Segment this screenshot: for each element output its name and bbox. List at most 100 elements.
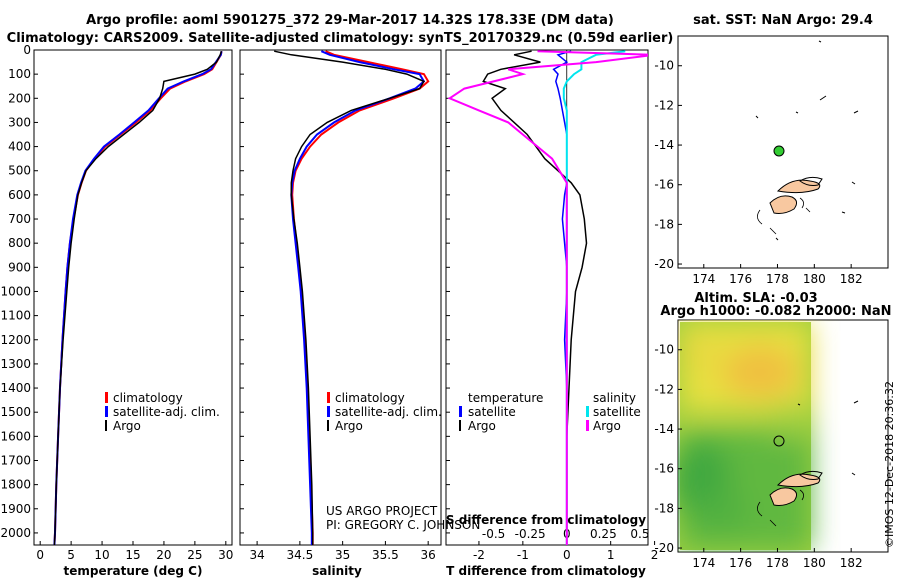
- pressure-tick-label: 800: [8, 236, 31, 250]
- series-line-salinity-argo: [447, 50, 648, 545]
- x-tick-label: -1: [517, 548, 529, 562]
- legend-swatch-satellite: [105, 406, 108, 417]
- legend-swatch-s-satellite: [586, 406, 589, 417]
- x-tick-label: 5: [67, 548, 75, 562]
- legend-swatch-t-argo: [459, 420, 461, 431]
- float-position-marker: [773, 435, 785, 447]
- pressure-tick-label: 400: [8, 140, 31, 154]
- series-line-argo: [53, 50, 223, 545]
- legend-label-t-satellite: satellite: [468, 405, 516, 419]
- x-tick-label: 0: [36, 548, 44, 562]
- lon-tick-label: 176: [729, 556, 752, 570]
- copyright-label: ©IMOS 12-Dec-2018 20:36:32: [883, 381, 896, 548]
- legend-title-temperature: temperature: [468, 391, 543, 405]
- lat-tick-label: -18: [654, 501, 674, 515]
- pressure-tick-label: 2000: [0, 526, 31, 540]
- pressure-tick-label: 300: [8, 115, 31, 129]
- small-islands: [797, 400, 859, 476]
- reef-outlines: [757, 197, 811, 235]
- pi-credit: PI: GREGORY C. JOHNSON: [326, 518, 480, 532]
- lon-tick-label: 178: [766, 556, 789, 570]
- float-position-marker: [773, 145, 785, 157]
- figure-title-line1: Argo profile: aoml 5901275_372 29-Mar-20…: [86, 13, 614, 28]
- legend-label-argo: Argo: [335, 419, 363, 433]
- salinity-legend: climatology satellite-adj. clim. Argo: [327, 391, 442, 433]
- t-difference-axis-label: T difference from climatology: [446, 564, 646, 578]
- s-tick-label: -0.25: [515, 527, 546, 541]
- pressure-tick-label: 1900: [0, 502, 31, 516]
- salinity-panel-frame: [239, 49, 442, 546]
- sla-map-subtitle: Argo h1000: -0.082 h2000: NaN: [660, 304, 891, 319]
- pressure-tick-label: 500: [8, 164, 31, 178]
- temperature-series: [53, 50, 223, 545]
- project-credit: US ARGO PROJECT: [326, 504, 438, 518]
- s-difference-axis: -0.5 -0.25 0 0.25 0.5: [482, 527, 650, 541]
- legend-swatch-climatology: [327, 392, 330, 403]
- s-difference-axis-label: S difference from climatology: [446, 513, 646, 527]
- lat-tick-label: -20: [654, 257, 674, 271]
- lon-tick-label: 180: [803, 556, 826, 570]
- island-taveuni: [799, 176, 823, 186]
- salinity-axis: 34 34.5 35 35.5 36: [249, 541, 436, 562]
- sst-map-title: sat. SST: NaN Argo: 29.4: [693, 13, 873, 28]
- s-tick-label: -0.5: [482, 527, 505, 541]
- lat-tick-label: -16: [654, 178, 674, 192]
- lat-tick-label: -20: [654, 541, 674, 555]
- pressure-tick-label: 1800: [0, 478, 31, 492]
- pressure-tick-label: 1000: [0, 284, 31, 298]
- s-tick-label: 0.25: [590, 527, 617, 541]
- lat-tick-label: -14: [654, 422, 674, 436]
- legend-swatch-s-argo: [586, 420, 589, 431]
- x-tick-label: 35: [335, 548, 350, 562]
- lat-tick-label: -10: [654, 59, 674, 73]
- pressure-tick-label: 1400: [0, 381, 31, 395]
- pressure-tick-label: 700: [8, 212, 31, 226]
- temperature-axis-label: temperature (deg C): [64, 564, 203, 578]
- series-line-satellite-adj-clim-: [53, 51, 223, 545]
- series-line-climatology: [53, 51, 223, 545]
- pressure-tick-label: 100: [8, 67, 31, 81]
- island-viti-levu: [769, 487, 798, 506]
- x-tick-label: 25: [187, 548, 202, 562]
- pressure-tick-label: 900: [8, 260, 31, 274]
- difference-panel-frame: [445, 49, 649, 546]
- legend-label-satellite: satellite-adj. clim.: [113, 405, 220, 419]
- x-tick-label: 36: [421, 548, 436, 562]
- x-tick-label: 20: [156, 548, 171, 562]
- pressure-tick-label: 1100: [0, 309, 31, 323]
- sla-map-axes: 174 176 178 180 182 -10 -12 -14 -16 -18 -20: [654, 343, 862, 570]
- pressure-tick-label: 200: [8, 91, 31, 105]
- sla-heatmap: [678, 322, 859, 550]
- pressure-axis: 0 100 200 300 400 500 600 700 800 900 1000 1100 1200…: [0, 43, 450, 540]
- difference-legend: temperature satellite Argo salinity sate…: [459, 391, 641, 433]
- x-tick-label: 15: [125, 548, 140, 562]
- legend-label-t-argo: Argo: [468, 419, 496, 433]
- lon-tick-label: 174: [692, 272, 715, 286]
- legend-label-argo: Argo: [113, 419, 141, 433]
- sla-map-title: Altim. SLA: -0.03: [694, 291, 817, 306]
- lat-tick-label: -12: [654, 98, 674, 112]
- pressure-tick-label: 1700: [0, 453, 31, 467]
- lat-tick-label: -14: [654, 138, 674, 152]
- sst-map-coastlines: [755, 40, 859, 241]
- pressure-tick-label: 600: [8, 188, 31, 202]
- lat-tick-label: -10: [654, 343, 674, 357]
- x-tick-label: 1: [607, 548, 615, 562]
- legend-label-climatology: climatology: [113, 391, 183, 405]
- difference-series: [447, 50, 648, 545]
- series-line-temperature-satellite: [552, 50, 572, 545]
- lat-tick-label: -18: [654, 217, 674, 231]
- legend-swatch-argo: [327, 420, 329, 431]
- legend-label-climatology: climatology: [335, 391, 405, 405]
- legend-label-satellite: satellite-adj. clim.: [335, 405, 442, 419]
- lon-tick-label: 178: [766, 272, 789, 286]
- figure-title-line2: Climatology: CARS2009. Satellite-adjuste…: [7, 31, 674, 46]
- legend-swatch-satellite: [327, 406, 330, 417]
- legend-title-salinity: salinity: [593, 391, 636, 405]
- x-tick-label: 30: [218, 548, 233, 562]
- series-line-argo: [274, 50, 425, 545]
- x-tick-label: -2: [473, 548, 485, 562]
- lon-tick-label: 182: [840, 556, 863, 570]
- legend-swatch-climatology: [105, 392, 108, 403]
- small-islands: [755, 40, 859, 241]
